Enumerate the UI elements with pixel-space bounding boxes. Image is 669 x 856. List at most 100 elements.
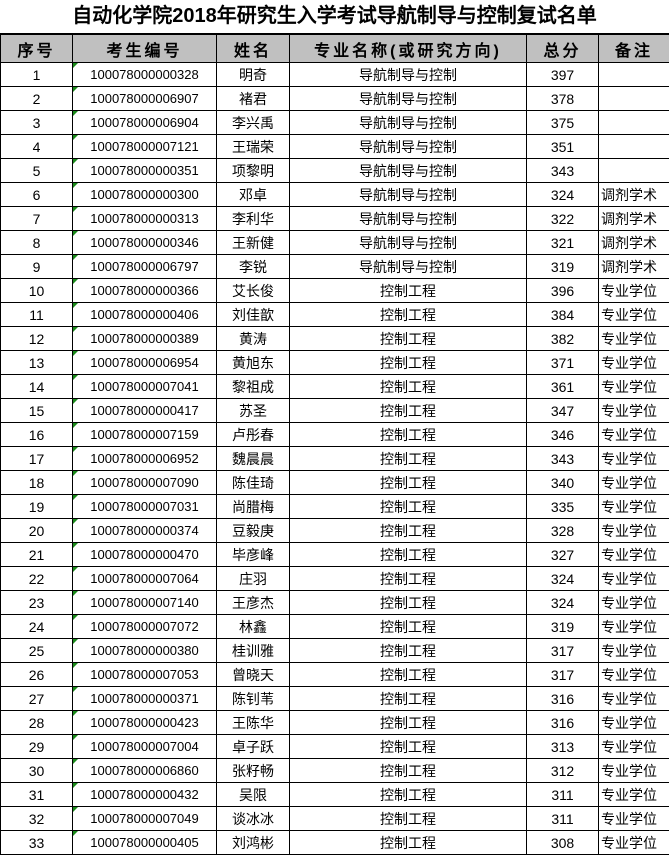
cell-major[interactable]: 控制工程 [289, 326, 527, 351]
cell-major[interactable]: 导航制导与控制 [289, 62, 527, 87]
cell-total-score[interactable]: 316 [526, 686, 599, 711]
cell-remark[interactable]: 专业学位 [598, 638, 669, 663]
cell-major[interactable]: 控制工程 [289, 494, 527, 519]
cell-major[interactable]: 控制工程 [289, 542, 527, 567]
cell-remark[interactable]: 专业学位 [598, 830, 669, 855]
cell-remark[interactable]: 专业学位 [598, 350, 669, 375]
cell-index[interactable]: 21 [0, 542, 73, 567]
cell-index[interactable]: 33 [0, 830, 73, 855]
cell-name[interactable]: 曾晓天 [216, 662, 290, 687]
cell-candidate-id[interactable]: 100078000000405 [72, 830, 217, 855]
cell-index[interactable]: 19 [0, 494, 73, 519]
cell-index[interactable]: 29 [0, 734, 73, 759]
cell-total-score[interactable]: 343 [526, 446, 599, 471]
cell-index[interactable]: 4 [0, 134, 73, 159]
cell-name[interactable]: 林鑫 [216, 614, 290, 639]
cell-total-score[interactable]: 384 [526, 302, 599, 327]
cell-major[interactable]: 控制工程 [289, 806, 527, 831]
cell-remark[interactable]: 专业学位 [598, 662, 669, 687]
cell-candidate-id[interactable]: 100078000000470 [72, 542, 217, 567]
cell-name[interactable]: 陈佳琦 [216, 470, 290, 495]
cell-candidate-id[interactable]: 100078000000406 [72, 302, 217, 327]
cell-name[interactable]: 毕彦峰 [216, 542, 290, 567]
cell-candidate-id[interactable]: 100078000000371 [72, 686, 217, 711]
cell-total-score[interactable]: 319 [526, 614, 599, 639]
cell-remark[interactable]: 专业学位 [598, 470, 669, 495]
cell-total-score[interactable]: 322 [526, 206, 599, 231]
cell-name[interactable]: 明奇 [216, 62, 290, 87]
cell-index[interactable]: 3 [0, 110, 73, 135]
cell-remark[interactable]: 专业学位 [598, 758, 669, 783]
cell-index[interactable]: 9 [0, 254, 73, 279]
cell-major[interactable]: 控制工程 [289, 278, 527, 303]
cell-remark[interactable]: 专业学位 [598, 518, 669, 543]
cell-candidate-id[interactable]: 100078000007004 [72, 734, 217, 759]
cell-major[interactable]: 控制工程 [289, 302, 527, 327]
cell-name[interactable]: 苏圣 [216, 398, 290, 423]
cell-remark[interactable]: 专业学位 [598, 278, 669, 303]
cell-name[interactable]: 黎祖成 [216, 374, 290, 399]
cell-major[interactable]: 控制工程 [289, 686, 527, 711]
cell-name[interactable]: 魏晨晨 [216, 446, 290, 471]
cell-major[interactable]: 控制工程 [289, 710, 527, 735]
cell-name[interactable]: 刘佳歆 [216, 302, 290, 327]
cell-name[interactable]: 谈冰冰 [216, 806, 290, 831]
cell-candidate-id[interactable]: 100078000000346 [72, 230, 217, 255]
cell-major[interactable]: 控制工程 [289, 566, 527, 591]
cell-total-score[interactable]: 371 [526, 350, 599, 375]
cell-remark[interactable]: 专业学位 [598, 446, 669, 471]
cell-major[interactable]: 控制工程 [289, 398, 527, 423]
cell-candidate-id[interactable]: 100078000007049 [72, 806, 217, 831]
cell-total-score[interactable]: 317 [526, 638, 599, 663]
cell-total-score[interactable]: 308 [526, 830, 599, 855]
cell-name[interactable]: 李兴禹 [216, 110, 290, 135]
cell-name[interactable]: 卢彤春 [216, 422, 290, 447]
cell-total-score[interactable]: 351 [526, 134, 599, 159]
cell-total-score[interactable]: 324 [526, 590, 599, 615]
cell-candidate-id[interactable]: 100078000000374 [72, 518, 217, 543]
cell-total-score[interactable]: 340 [526, 470, 599, 495]
cell-total-score[interactable]: 375 [526, 110, 599, 135]
cell-total-score[interactable]: 378 [526, 86, 599, 111]
cell-major[interactable]: 导航制导与控制 [289, 254, 527, 279]
cell-candidate-id[interactable]: 100078000000423 [72, 710, 217, 735]
cell-total-score[interactable]: 327 [526, 542, 599, 567]
cell-total-score[interactable]: 313 [526, 734, 599, 759]
cell-name[interactable]: 刘鸿彬 [216, 830, 290, 855]
cell-remark[interactable]: 专业学位 [598, 686, 669, 711]
cell-candidate-id[interactable]: 100078000007140 [72, 590, 217, 615]
cell-remark[interactable]: 专业学位 [598, 614, 669, 639]
cell-index[interactable]: 1 [0, 62, 73, 87]
cell-remark[interactable] [598, 134, 669, 159]
cell-index[interactable]: 5 [0, 158, 73, 183]
cell-name[interactable]: 王彦杰 [216, 590, 290, 615]
cell-index[interactable]: 15 [0, 398, 73, 423]
cell-candidate-id[interactable]: 100078000000432 [72, 782, 217, 807]
cell-name[interactable]: 项黎明 [216, 158, 290, 183]
cell-name[interactable]: 邓卓 [216, 182, 290, 207]
cell-major[interactable]: 导航制导与控制 [289, 206, 527, 231]
cell-index[interactable]: 25 [0, 638, 73, 663]
cell-remark[interactable]: 专业学位 [598, 494, 669, 519]
cell-total-score[interactable]: 324 [526, 566, 599, 591]
cell-major[interactable]: 导航制导与控制 [289, 86, 527, 111]
cell-total-score[interactable]: 343 [526, 158, 599, 183]
cell-remark[interactable]: 专业学位 [598, 566, 669, 591]
cell-major[interactable]: 导航制导与控制 [289, 158, 527, 183]
cell-candidate-id[interactable]: 100078000000380 [72, 638, 217, 663]
cell-index[interactable]: 30 [0, 758, 73, 783]
cell-remark[interactable]: 专业学位 [598, 302, 669, 327]
cell-candidate-id[interactable]: 100078000006860 [72, 758, 217, 783]
cell-index[interactable]: 32 [0, 806, 73, 831]
cell-remark[interactable]: 专业学位 [598, 590, 669, 615]
cell-major[interactable]: 控制工程 [289, 470, 527, 495]
cell-major[interactable]: 控制工程 [289, 614, 527, 639]
cell-total-score[interactable]: 317 [526, 662, 599, 687]
cell-candidate-id[interactable]: 100078000007041 [72, 374, 217, 399]
cell-index[interactable]: 22 [0, 566, 73, 591]
cell-candidate-id[interactable]: 100078000007072 [72, 614, 217, 639]
cell-remark[interactable] [598, 86, 669, 111]
cell-major[interactable]: 控制工程 [289, 350, 527, 375]
cell-total-score[interactable]: 311 [526, 782, 599, 807]
cell-candidate-id[interactable]: 100078000000351 [72, 158, 217, 183]
